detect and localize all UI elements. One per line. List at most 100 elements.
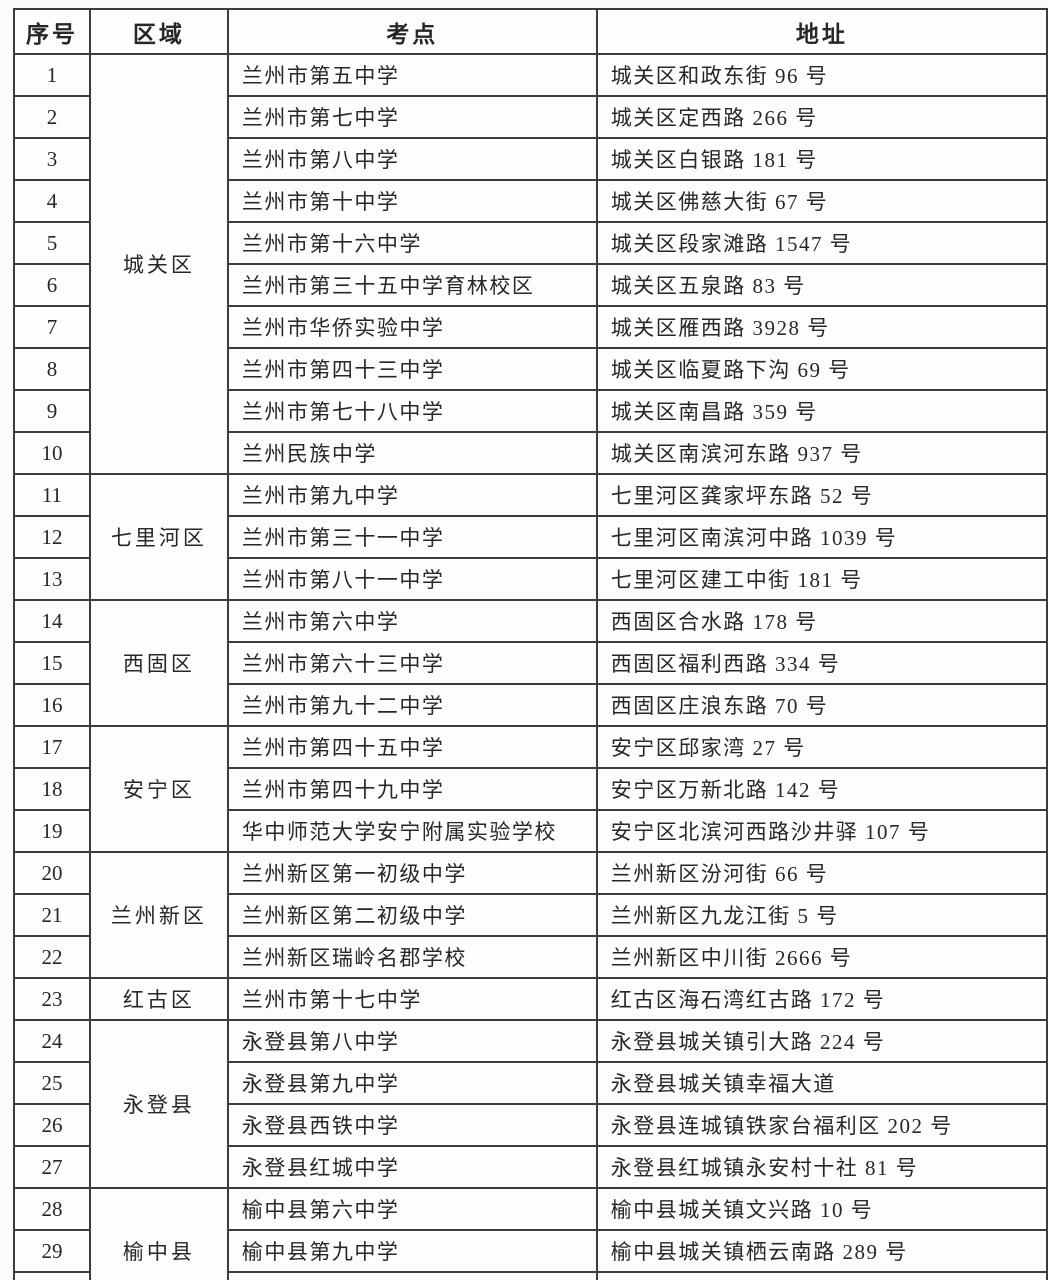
- cell-region: 兰州新区: [88, 851, 229, 979]
- table-row: 28 榆中县 榆中县第六中学 榆中县城关镇文兴路 10 号: [13, 1187, 1048, 1280]
- exam-sites-table: 序号 区域 考点 地址 1 城关区 兰州市第五中学 城关区和政东街 96 号 2 兰州市第…: [13, 8, 1048, 1280]
- table-row: 21 兰州新区第二初级中学 兰州新区九龙江街 5 号: [13, 893, 1048, 937]
- cell-region: 红古区: [88, 977, 229, 1021]
- cell-address: 永登县城关镇幸福大道: [595, 1061, 1048, 1105]
- cell-exam-site: 永登县西铁中学: [226, 1103, 598, 1147]
- cell-address: 永登县城关镇引大路 224 号: [595, 1019, 1048, 1063]
- cell-exam-site: 榆中县第六中学: [226, 1187, 598, 1231]
- cell-exam-site: 兰州市第十七中学: [226, 977, 598, 1021]
- cell-address: 安宁区北滨河西路沙井驿 107 号: [595, 809, 1048, 853]
- cell-serial-number: 14: [13, 599, 91, 643]
- table-row: 30 榆中县朝阳学校榆中县纬四路: [13, 1271, 1048, 1280]
- cell-region: 榆中县: [88, 1187, 229, 1280]
- table-row: 24 永登县 永登县第八中学 永登县城关镇引大路 224 号: [13, 1019, 1048, 1189]
- cell-address: 兰州新区中川街 2666 号: [595, 935, 1048, 979]
- cell-serial-number: 20: [13, 851, 91, 895]
- cell-serial-number: 4: [13, 179, 91, 223]
- table-header: 序号 区域 考点 地址: [13, 8, 1048, 55]
- cell-serial-number: 16: [13, 683, 91, 727]
- table-row: 20 兰州新区 兰州新区第一初级中学 兰州新区汾河街 66 号: [13, 851, 1048, 979]
- cell-serial-number: 15: [13, 641, 91, 685]
- cell-exam-site: 兰州市第六十三中学: [226, 641, 598, 685]
- table-row: 11 七里河区 兰州市第九中学 七里河区龚家坪东路 52 号: [13, 473, 1048, 601]
- cell-address: 城关区白银路 181 号: [595, 137, 1048, 181]
- cell-address: 西固区福利西路 334 号: [595, 641, 1048, 685]
- cell-address: 榆中县城关镇文兴路 10 号: [595, 1187, 1048, 1231]
- cell-address: 城关区雁西路 3928 号: [595, 305, 1048, 349]
- cell-address: 城关区段家滩路 1547 号: [595, 221, 1048, 265]
- cell-serial-number: 9: [13, 389, 91, 433]
- cell-region: 西固区: [88, 599, 229, 727]
- table-row: 1 城关区 兰州市第五中学 城关区和政东街 96 号: [13, 53, 1048, 475]
- table-row: 6 兰州市第三十五中学育林校区 城关区五泉路 83 号: [13, 263, 1048, 307]
- cell-address: 兰州新区九龙江街 5 号: [595, 893, 1048, 937]
- cell-region: 七里河区: [88, 473, 229, 601]
- cell-exam-site: 兰州市第三十一中学: [226, 515, 598, 559]
- cell-address: 七里河区龚家坪东路 52 号: [595, 473, 1048, 517]
- cell-exam-site: 兰州市第六中学: [226, 599, 598, 643]
- cell-exam-site: 永登县红城中学: [226, 1145, 598, 1189]
- cell-exam-site: 永登县第八中学: [226, 1019, 598, 1063]
- cell-serial-number: 21: [13, 893, 91, 937]
- cell-exam-site: 永登县第九中学: [226, 1061, 598, 1105]
- cell-address: 西固区庄浪东路 70 号: [595, 683, 1048, 727]
- table-row: 7 兰州市华侨实验中学 城关区雁西路 3928 号: [13, 305, 1048, 349]
- header-region: 区域: [88, 8, 229, 55]
- cell-address: 安宁区邱家湾 27 号: [595, 725, 1048, 769]
- cell-exam-site: 兰州市第十中学: [226, 179, 598, 223]
- table-row: 10 兰州民族中学 城关区南滨河东路 937 号: [13, 431, 1048, 475]
- cell-exam-site: 兰州市第四十五中学: [226, 725, 598, 769]
- cell-serial-number: 19: [13, 809, 91, 853]
- cell-address: 七里河区建工中街 181 号: [595, 557, 1048, 601]
- cell-exam-site: 兰州新区第二初级中学: [226, 893, 598, 937]
- cell-serial-number: 13: [13, 557, 91, 601]
- cell-serial-number: 22: [13, 935, 91, 979]
- header-exam-site: 考点: [226, 8, 598, 55]
- table-row: 15 兰州市第六十三中学 西固区福利西路 334 号: [13, 641, 1048, 685]
- cell-serial-number: 17: [13, 725, 91, 769]
- cell-serial-number: 6: [13, 263, 91, 307]
- cell-serial-number: 11: [13, 473, 91, 517]
- table-row: 3 兰州市第八中学 城关区白银路 181 号: [13, 137, 1048, 181]
- cell-address: 永登县连城镇铁家台福利区 202 号: [595, 1103, 1048, 1147]
- cell-serial-number: 1: [13, 53, 91, 97]
- cell-address: 城关区南昌路 359 号: [595, 389, 1048, 433]
- table-row: 19 华中师范大学安宁附属实验学校 安宁区北滨河西路沙井驿 107 号: [13, 809, 1048, 853]
- table-row: 25 永登县第九中学 永登县城关镇幸福大道: [13, 1061, 1048, 1105]
- cell-address: 城关区临夏路下沟 69 号: [595, 347, 1048, 391]
- cell-serial-number: 18: [13, 767, 91, 811]
- cell-exam-site: 兰州市第五中学: [226, 53, 598, 97]
- cell-serial-number: 10: [13, 431, 91, 475]
- cell-address: 永登县红城镇永安村十社 81 号: [595, 1145, 1048, 1189]
- cell-address: 榆中县城关镇栖云南路 289 号: [595, 1229, 1048, 1273]
- cell-exam-site: 兰州新区瑞岭名郡学校: [226, 935, 598, 979]
- cell-exam-site: 兰州市华侨实验中学: [226, 305, 598, 349]
- header-serial-number: 序号: [13, 8, 91, 55]
- cell-serial-number: 8: [13, 347, 91, 391]
- table-body: 1 城关区 兰州市第五中学 城关区和政东街 96 号 2 兰州市第七中学 城关区定西路 26…: [13, 53, 1048, 1280]
- cell-address: 城关区南滨河东路 937 号: [595, 431, 1048, 475]
- table-row: 18 兰州市第四十九中学 安宁区万新北路 142 号: [13, 767, 1048, 811]
- cell-exam-site: 华中师范大学安宁附属实验学校: [226, 809, 598, 853]
- cell-serial-number: 30: [13, 1271, 91, 1280]
- table-row: 2 兰州市第七中学 城关区定西路 266 号: [13, 95, 1048, 139]
- cell-exam-site: 兰州市第八十一中学: [226, 557, 598, 601]
- cell-region: 安宁区: [88, 725, 229, 853]
- table-row: 8 兰州市第四十三中学 城关区临夏路下沟 69 号: [13, 347, 1048, 391]
- cell-exam-site: 兰州市第三十五中学育林校区: [226, 263, 598, 307]
- table-row: 16 兰州市第九十二中学 西固区庄浪东路 70 号: [13, 683, 1048, 727]
- cell-address: 城关区佛慈大街 67 号: [595, 179, 1048, 223]
- table-row: 27 永登县红城中学 永登县红城镇永安村十社 81 号: [13, 1145, 1048, 1189]
- cell-serial-number: 25: [13, 1061, 91, 1105]
- cell-exam-site: 兰州市第四十九中学: [226, 767, 598, 811]
- cell-exam-site: 榆中县第九中学: [226, 1229, 598, 1273]
- table-row: 22 兰州新区瑞岭名郡学校 兰州新区中川街 2666 号: [13, 935, 1048, 979]
- cell-serial-number: 29: [13, 1229, 91, 1273]
- table-row: 14 西固区 兰州市第六中学 西固区合水路 178 号: [13, 599, 1048, 727]
- cell-address: 七里河区南滨河中路 1039 号: [595, 515, 1048, 559]
- table-row: 26 永登县西铁中学 永登县连城镇铁家台福利区 202 号: [13, 1103, 1048, 1147]
- cell-address: 红古区海石湾红古路 172 号: [595, 977, 1048, 1021]
- table-row: 9 兰州市第七十八中学 城关区南昌路 359 号: [13, 389, 1048, 433]
- cell-address: 西固区合水路 178 号: [595, 599, 1048, 643]
